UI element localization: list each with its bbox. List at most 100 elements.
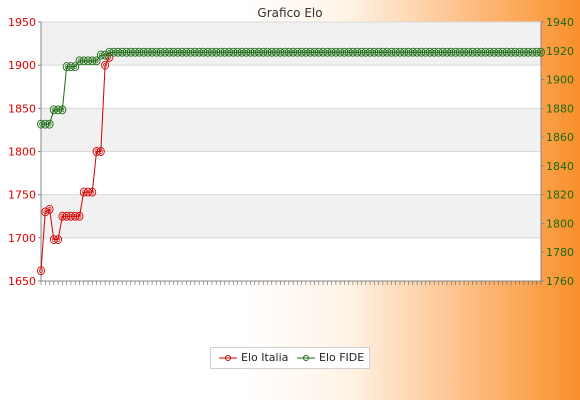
point-inner-italia [73,213,78,219]
point-inner-fide [432,49,437,55]
point-italia [54,235,63,245]
point-fide [490,47,498,57]
point-fide [88,56,97,66]
y-right-tick-label: 1940 [546,16,574,29]
point-inner-fide [235,49,240,55]
point-inner-fide [517,49,522,55]
point-inner-fide [415,49,419,55]
legend-italia-label: Elo Italia [241,351,289,364]
point-inner-fide [218,49,223,55]
point-inner-fide [457,49,462,55]
point-italia [88,187,97,197]
point-fide [92,56,101,66]
point-inner-fide [325,49,330,55]
point-inner-fide [321,49,325,55]
point-italia [71,211,80,221]
point-inner-fide [475,49,479,55]
point-inner-fide [116,49,120,55]
point-fide [451,47,460,57]
point-fide [464,47,473,57]
y-right-tick-label: 1760 [546,275,574,288]
point-fide [289,47,298,57]
point-inner-fide [530,49,535,55]
point-fide [336,47,345,57]
point-fide [41,119,50,129]
point-fide [438,47,447,57]
point-fide [122,47,131,57]
plot-band [41,194,541,238]
point-inner-fide [167,49,172,55]
point-inner-fide [509,49,513,55]
point-fide [331,47,340,57]
point-fide [212,47,221,57]
point-inner-fide [201,49,206,55]
point-fide [293,47,302,57]
point-inner-fide [402,49,407,55]
point-inner-italia [90,189,95,195]
point-inner-fide [248,49,253,55]
point-inner-fide [222,49,227,55]
point-fide [169,47,178,57]
series-line-fide [41,51,541,125]
point-inner-fide [47,121,52,127]
legend-fide-marker-icon [297,354,315,361]
y-left-tick-label: 1850 [8,102,36,115]
point-fide [207,47,216,57]
point-fide [246,47,255,57]
point-inner-fide [252,49,257,55]
point-italia [75,211,84,221]
point-inner-fide [504,49,509,55]
point-fide [400,47,409,57]
point-inner-fide [445,49,449,55]
point-inner-fide [479,49,484,55]
point-fide [353,47,362,57]
point-fide [357,47,366,57]
point-fide [203,47,212,57]
point-fide [101,50,110,60]
point-fide [71,62,80,72]
point-inner-italia [103,62,107,68]
point-fide [45,119,54,129]
point-fide [417,47,426,57]
legend-item-fide: Elo FIDE [297,351,364,364]
point-inner-fide [483,49,488,55]
point-fide [327,47,336,57]
point-fide [498,47,507,57]
point-fide [421,47,430,57]
legend: Elo Italia Elo FIDE [210,347,370,369]
point-fide [507,47,516,57]
point-inner-fide [278,49,283,55]
point-inner-italia [56,237,60,242]
y-left-tick-label: 1750 [8,189,36,202]
point-fide [477,47,486,57]
point-inner-italia [51,237,56,242]
point-fide [62,62,71,72]
plot-band [41,65,541,109]
point-fide [254,47,263,57]
point-inner-fide [539,49,543,55]
point-fide [404,47,413,57]
point-fide [96,50,105,60]
point-fide [58,105,67,115]
point-fide [387,47,396,57]
point-fide [195,47,204,57]
point-fide [272,47,280,57]
point-inner-fide [462,49,466,55]
point-inner-fide [257,49,261,55]
point-inner-fide [291,49,295,55]
point-fide [173,47,182,57]
point-fide [263,47,272,57]
point-inner-fide [175,49,180,55]
point-fide [340,47,349,57]
point-inner-fide [389,49,394,55]
point-fide [430,47,439,57]
point-inner-fide [145,49,150,55]
point-inner-fide [274,49,278,55]
point-inner-fide [496,49,501,55]
point-fide [118,47,127,57]
point-inner-fide [359,49,364,55]
point-inner-fide [453,49,458,55]
point-fide [374,47,383,57]
point-fide [135,47,144,57]
